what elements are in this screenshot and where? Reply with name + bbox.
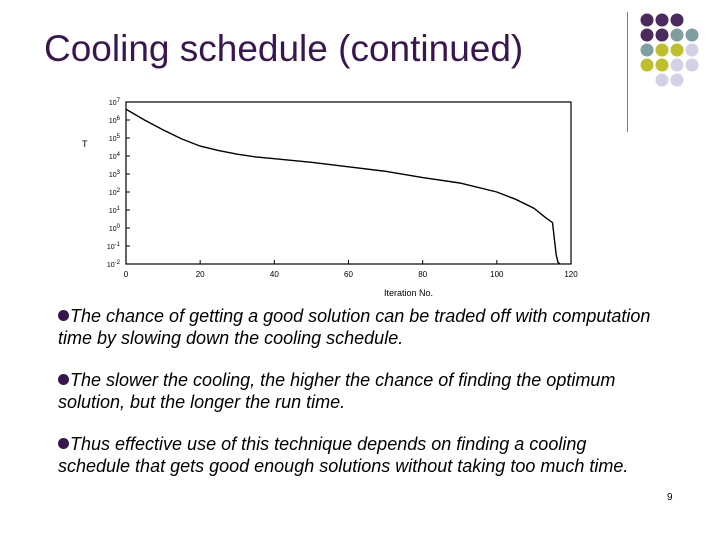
decorative-dot <box>640 13 654 27</box>
y-tick-label: 10-1 <box>107 242 121 251</box>
bullet-dot-icon <box>58 374 69 385</box>
decorative-dot-grid <box>640 13 699 87</box>
x-axis-label: Iteration No. <box>384 288 433 298</box>
bullet-text: The chance of getting a good solution ca… <box>58 306 651 348</box>
bullet-item: The chance of getting a good solution ca… <box>58 305 658 349</box>
decorative-dot <box>655 28 669 42</box>
decorative-dot <box>640 28 654 42</box>
decorative-dot <box>670 73 684 87</box>
bullet-list: The chance of getting a good solution ca… <box>58 305 658 497</box>
plot-frame <box>125 101 572 265</box>
y-tick-label: 10-2 <box>107 260 121 269</box>
decorative-dot <box>640 58 654 72</box>
y-tick-label: 103 <box>109 170 121 179</box>
decorative-dot <box>685 58 699 72</box>
y-tick-label: 100 <box>109 224 121 233</box>
y-tick-label: 101 <box>109 206 121 215</box>
x-tick-label: 60 <box>344 270 353 279</box>
decorative-dot <box>670 43 684 57</box>
decorative-dot <box>655 73 669 87</box>
decorative-dot <box>640 43 654 57</box>
y-tick-label: 102 <box>109 188 121 197</box>
x-tick-label: 100 <box>490 270 504 279</box>
x-tick-label: 80 <box>418 270 427 279</box>
bullet-item: The slower the cooling, the higher the c… <box>58 369 658 413</box>
decorative-dot <box>670 58 684 72</box>
y-tick-label: 106 <box>109 116 121 125</box>
decorative-dot <box>685 43 699 57</box>
bullet-dot-icon <box>58 310 69 321</box>
y-tick-label: 105 <box>109 134 121 143</box>
bullet-text: Thus effective use of this technique dep… <box>58 434 629 476</box>
cooling-schedule-chart: 107 106 105 104 103 102 101 100 10-1 10-20 20 40 60 8… <box>82 98 578 298</box>
slide-title: Cooling schedule (continued) <box>44 28 524 69</box>
decorative-dot <box>670 28 684 42</box>
x-tick-label: 40 <box>270 270 279 279</box>
decorative-dot <box>670 13 684 27</box>
y-tick-label: 104 <box>109 152 121 161</box>
y-tick-label: 107 <box>109 98 121 107</box>
decorative-dot <box>685 28 699 42</box>
decorative-dot <box>655 43 669 57</box>
bullet-dot-icon <box>58 438 69 449</box>
bullet-text: The slower the cooling, the higher the c… <box>58 370 616 412</box>
page-number: 9 <box>667 492 673 503</box>
y-axis-label: T <box>82 139 88 149</box>
decorative-divider <box>627 12 628 132</box>
x-tick-label: 20 <box>196 270 205 279</box>
temperature-line <box>125 108 561 265</box>
decorative-dot <box>655 13 669 27</box>
bullet-item: Thus effective use of this technique dep… <box>58 433 658 477</box>
decorative-dot <box>655 58 669 72</box>
x-tick-label: 0 <box>124 270 129 279</box>
x-tick-label: 120 <box>564 270 578 279</box>
